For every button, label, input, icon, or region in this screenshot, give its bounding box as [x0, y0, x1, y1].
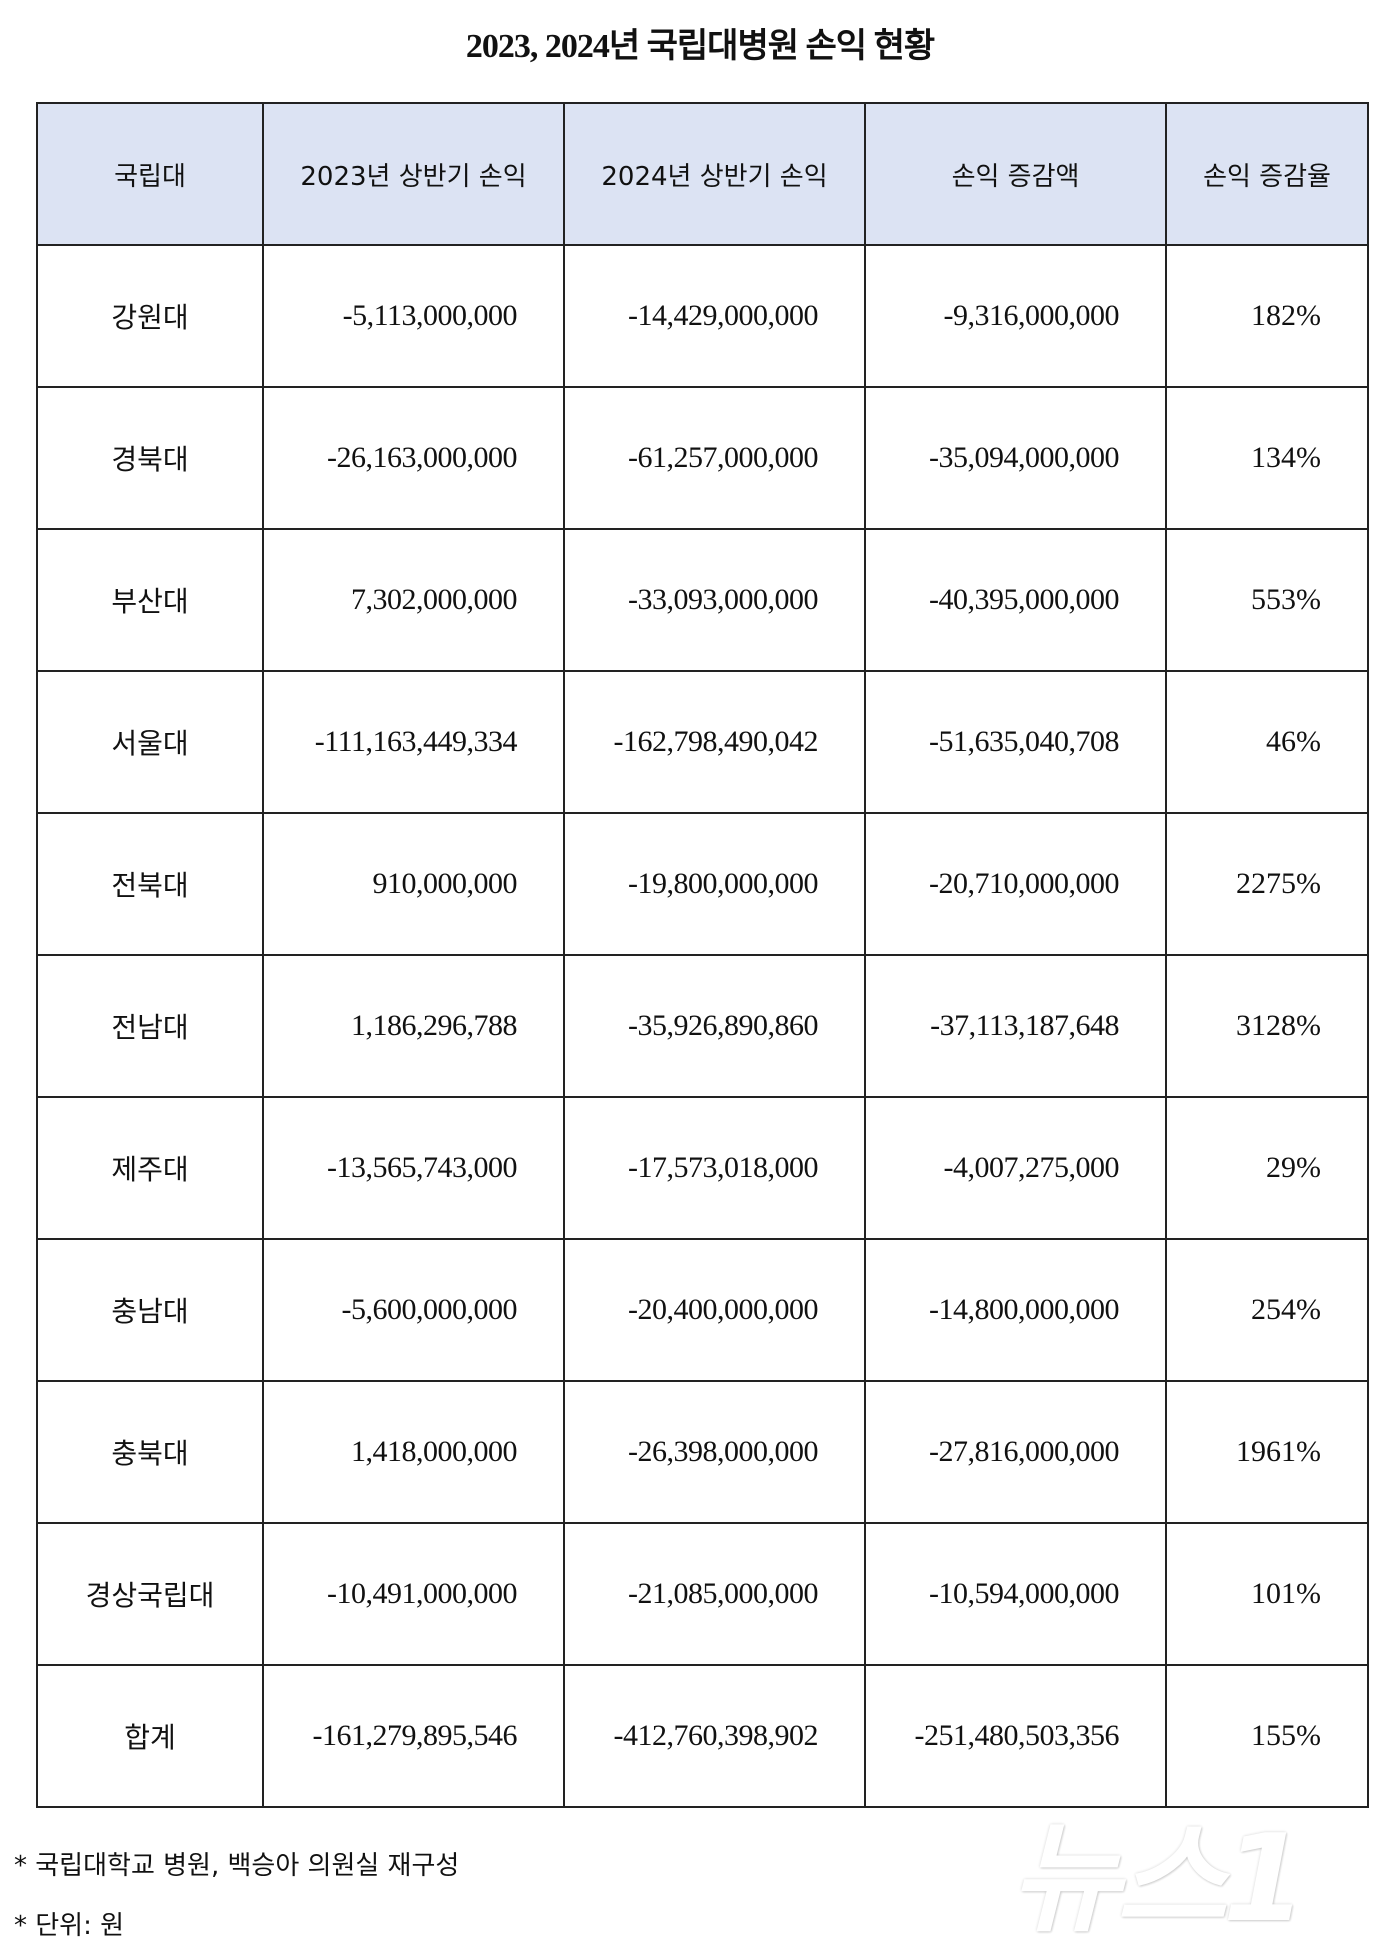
change-amount: -20,710,000,000 — [864, 812, 1167, 956]
university-name: 전북대 — [36, 812, 264, 956]
university-name: 충남대 — [36, 1238, 264, 1382]
total-label: 합계 — [36, 1664, 264, 1808]
table-row: 경상국립대 -10,491,000,000 -21,085,000,000 -1… — [36, 1522, 1369, 1666]
change-rate: 254% — [1165, 1238, 1369, 1382]
university-name: 경북대 — [36, 386, 264, 530]
change-rate: 553% — [1165, 528, 1369, 672]
profit-2023-h1: -26,163,000,000 — [262, 386, 565, 530]
change-rate: 2275% — [1165, 812, 1369, 956]
profit-2023-h1: -13,565,743,000 — [262, 1096, 565, 1240]
change-rate: 3128% — [1165, 954, 1369, 1098]
footnote-source: * 국립대학교 병원, 백승아 의원실 재구성 — [14, 1851, 460, 1881]
profit-2023-h1: -5,600,000,000 — [262, 1238, 565, 1382]
column-header-change-rate: 손익 증감율 — [1165, 102, 1369, 246]
profit-2024-h1: -61,257,000,000 — [563, 386, 866, 530]
university-name: 부산대 — [36, 528, 264, 672]
profit-2024-h1: -21,085,000,000 — [563, 1522, 866, 1666]
total-change-rate: 155% — [1165, 1664, 1369, 1808]
table-row: 전북대 910,000,000 -19,800,000,000 -20,710,… — [36, 812, 1369, 956]
university-name: 서울대 — [36, 670, 264, 814]
profit-2023-h1: 7,302,000,000 — [262, 528, 565, 672]
change-amount: -4,007,275,000 — [864, 1096, 1167, 1240]
change-rate: 101% — [1165, 1522, 1369, 1666]
profit-2023-h1: 1,418,000,000 — [262, 1380, 565, 1524]
table-total-row: 합계 -161,279,895,546 -412,760,398,902 -25… — [36, 1664, 1369, 1808]
change-amount: -14,800,000,000 — [864, 1238, 1167, 1382]
change-rate: 182% — [1165, 244, 1369, 388]
profit-2023-h1: -5,113,000,000 — [262, 244, 565, 388]
university-name: 전남대 — [36, 954, 264, 1098]
change-amount: -37,113,187,648 — [864, 954, 1167, 1098]
page-title: 2023, 2024년 국립대병원 손익 현황 — [465, 28, 935, 65]
university-name: 충북대 — [36, 1380, 264, 1524]
total-profit-2024-h1: -412,760,398,902 — [563, 1664, 866, 1808]
total-change-amount: -251,480,503,356 — [864, 1664, 1167, 1808]
profit-2023-h1: 910,000,000 — [262, 812, 565, 956]
profit-2024-h1: -35,926,890,860 — [563, 954, 866, 1098]
profit-2024-h1: -17,573,018,000 — [563, 1096, 866, 1240]
change-amount: -9,316,000,000 — [864, 244, 1167, 388]
table-row: 부산대 7,302,000,000 -33,093,000,000 -40,39… — [36, 528, 1369, 672]
profit-2024-h1: -33,093,000,000 — [563, 528, 866, 672]
news1-watermark-logo: 뉴스1 — [1010, 1810, 1306, 1949]
change-amount: -51,635,040,708 — [864, 670, 1167, 814]
table-row: 경북대 -26,163,000,000 -61,257,000,000 -35,… — [36, 386, 1369, 530]
change-rate: 46% — [1165, 670, 1369, 814]
profit-2024-h1: -20,400,000,000 — [563, 1238, 866, 1382]
table-row: 충북대 1,418,000,000 -26,398,000,000 -27,81… — [36, 1380, 1369, 1524]
change-rate: 134% — [1165, 386, 1369, 530]
change-amount: -10,594,000,000 — [864, 1522, 1167, 1666]
table-row: 전남대 1,186,296,788 -35,926,890,860 -37,11… — [36, 954, 1369, 1098]
university-name: 제주대 — [36, 1096, 264, 1240]
university-name: 경상국립대 — [36, 1522, 264, 1666]
profit-2024-h1: -14,429,000,000 — [563, 244, 866, 388]
profit-2023-h1: -10,491,000,000 — [262, 1522, 565, 1666]
change-amount: -27,816,000,000 — [864, 1380, 1167, 1524]
change-rate: 29% — [1165, 1096, 1369, 1240]
table-row: 서울대 -111,163,449,334 -162,798,490,042 -5… — [36, 670, 1369, 814]
university-name: 강원대 — [36, 244, 264, 388]
column-header-university: 국립대 — [36, 102, 264, 246]
table-row: 강원대 -5,113,000,000 -14,429,000,000 -9,31… — [36, 244, 1369, 388]
profit-2024-h1: -19,800,000,000 — [563, 812, 866, 956]
column-header-change-amount: 손익 증감액 — [864, 102, 1167, 246]
hospital-profit-loss-table: 국립대 2023년 상반기 손익 2024년 상반기 손익 손익 증감액 손익 … — [36, 102, 1369, 1808]
profit-2023-h1: -111,163,449,334 — [262, 670, 565, 814]
table-row: 충남대 -5,600,000,000 -20,400,000,000 -14,8… — [36, 1238, 1369, 1382]
table-header-row: 국립대 2023년 상반기 손익 2024년 상반기 손익 손익 증감액 손익 … — [36, 102, 1369, 246]
table-row: 제주대 -13,565,743,000 -17,573,018,000 -4,0… — [36, 1096, 1369, 1240]
column-header-2024-h1: 2024년 상반기 손익 — [563, 102, 866, 246]
change-rate: 1961% — [1165, 1380, 1369, 1524]
profit-2023-h1: 1,186,296,788 — [262, 954, 565, 1098]
profit-2024-h1: -162,798,490,042 — [563, 670, 866, 814]
change-amount: -35,094,000,000 — [864, 386, 1167, 530]
change-amount: -40,395,000,000 — [864, 528, 1167, 672]
footnote-unit: * 단위: 원 — [14, 1911, 125, 1941]
profit-2024-h1: -26,398,000,000 — [563, 1380, 866, 1524]
column-header-2023-h1: 2023년 상반기 손익 — [262, 102, 565, 246]
total-profit-2023-h1: -161,279,895,546 — [262, 1664, 565, 1808]
